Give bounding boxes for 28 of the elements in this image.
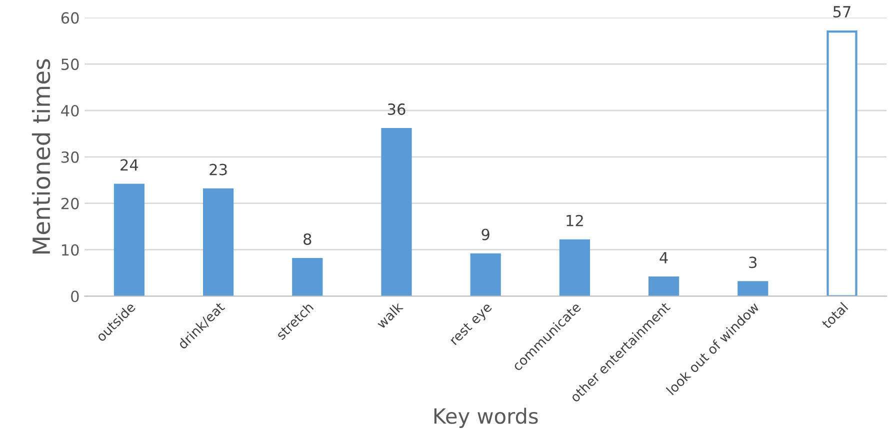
y-tick-label: 60 (61, 12, 79, 24)
data-label: 8 (304, 233, 312, 245)
data-label: 23 (210, 164, 227, 176)
bar (648, 276, 680, 296)
bar (738, 281, 768, 296)
y-tick-label: 10 (62, 244, 79, 256)
data-label: 57 (833, 6, 850, 18)
y-tick-label: 40 (61, 104, 79, 117)
y-tick-label: 0 (71, 290, 79, 302)
data-label: 3 (749, 256, 757, 268)
bar (826, 30, 858, 296)
data-label: 4 (660, 252, 668, 264)
y-tick-label: 50 (62, 58, 79, 70)
bar (114, 184, 144, 296)
data-label: 24 (120, 159, 138, 170)
bar (470, 253, 501, 296)
x-tick-label: rest eye (449, 302, 494, 348)
data-label: 9 (482, 228, 490, 240)
bar (202, 188, 234, 296)
bar (559, 239, 590, 296)
x-axis-title: Key words (434, 408, 538, 428)
y-axis-title: Mentioned times (32, 59, 50, 254)
bar (381, 128, 412, 296)
y-tick-label: 30 (62, 151, 79, 163)
y-tick-label: 20 (61, 198, 79, 210)
data-label: 12 (566, 214, 583, 226)
bar (292, 258, 323, 296)
data-label: 36 (388, 103, 406, 115)
